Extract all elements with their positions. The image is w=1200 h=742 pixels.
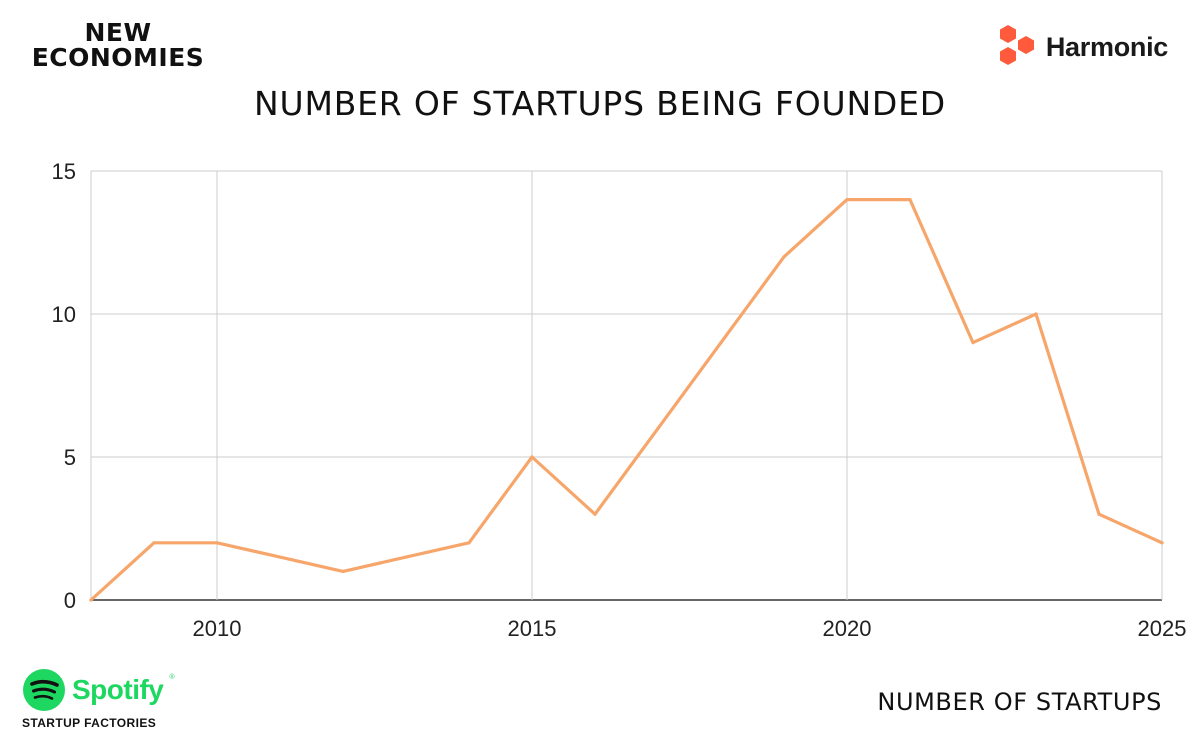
data-point-2015 <box>530 455 534 459</box>
new-economies-logo: NEW ECONOMIES <box>18 20 218 70</box>
data-point-2018 <box>719 341 723 345</box>
data-point-2009 <box>152 541 156 545</box>
data-point-2016 <box>593 512 597 516</box>
data-point-2025 <box>1160 541 1164 545</box>
chart-axis-labels: 0 5 10 15 2010 2015 2020 2025 <box>52 159 1187 641</box>
data-point-2020 <box>845 198 849 202</box>
data-point-2019 <box>782 255 786 259</box>
spotify-startup-factories-logo: Spotify ® STARTUP FACTORIES <box>22 668 175 730</box>
harmonic-logo: Harmonic <box>998 24 1168 70</box>
data-point-2024 <box>1097 512 1101 516</box>
y-tick-label-15: 15 <box>52 159 76 184</box>
data-point-2010 <box>215 541 219 545</box>
data-point-2023 <box>1034 312 1038 316</box>
new-economies-line1: NEW <box>84 18 152 47</box>
harmonic-wordmark: Harmonic <box>1045 31 1168 62</box>
x-tick-label-2015: 2015 <box>508 616 557 641</box>
new-economies-line2: ECONOMIES <box>31 43 205 72</box>
series-line-0 <box>89 198 1164 602</box>
legend-entry: NUMBER OF STARTUPS <box>877 688 1162 716</box>
data-point-2013 <box>404 555 408 559</box>
chart-series <box>89 198 1164 602</box>
data-point-2022 <box>971 341 975 345</box>
data-point-2014 <box>467 541 471 545</box>
data-point-2017 <box>656 426 660 430</box>
spotify-logo-icon <box>23 669 65 711</box>
data-point-2021 <box>908 198 912 202</box>
spotify-wordmark: Spotify <box>72 674 164 705</box>
data-point-2011 <box>278 555 282 559</box>
chart-title: NUMBER OF STARTUPS BEING FOUNDED <box>254 84 946 123</box>
chart-grid <box>90 170 1163 601</box>
spotify-subtitle: STARTUP FACTORIES <box>22 716 157 730</box>
y-tick-label-5: 5 <box>64 445 76 470</box>
x-tick-label-2025: 2025 <box>1138 616 1187 641</box>
data-point-2012 <box>341 569 345 574</box>
y-tick-label-0: 0 <box>64 588 76 613</box>
data-point-2008 <box>89 598 93 602</box>
x-tick-label-2010: 2010 <box>193 616 242 641</box>
y-tick-label-10: 10 <box>52 302 76 327</box>
hexagon-cluster-icon <box>999 25 1034 65</box>
x-tick-label-2020: 2020 <box>823 616 872 641</box>
spotify-registered-mark: ® <box>169 674 175 681</box>
